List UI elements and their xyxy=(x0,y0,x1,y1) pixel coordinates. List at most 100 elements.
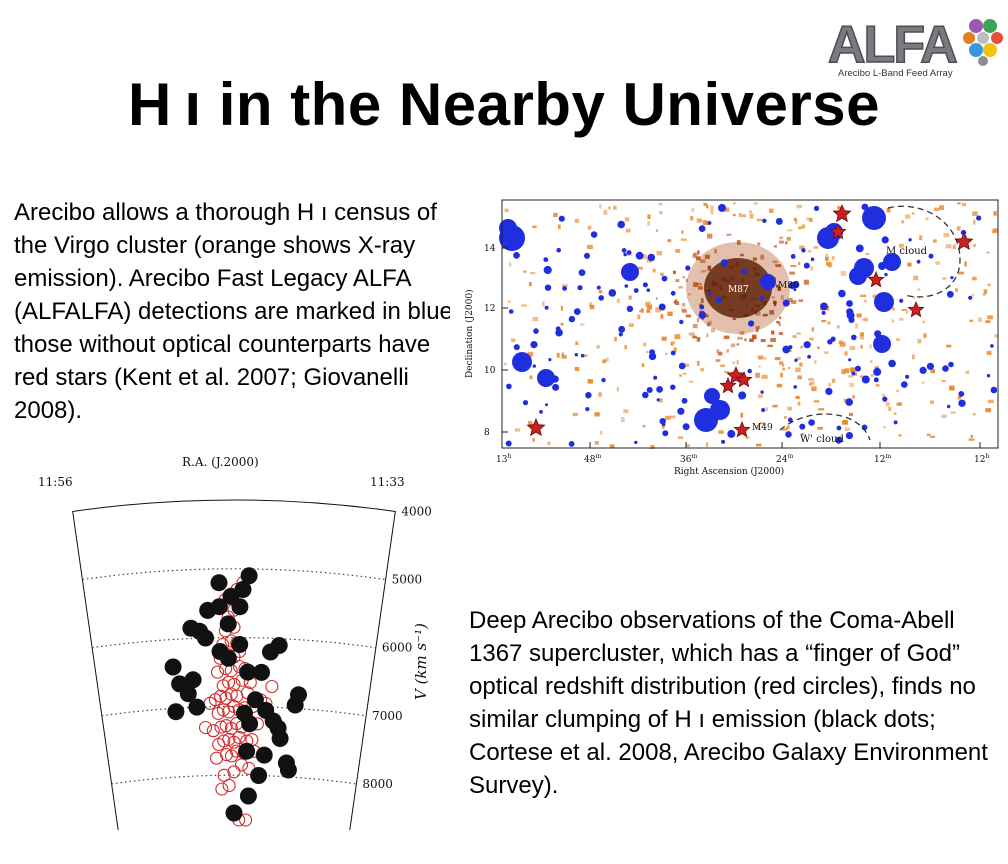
xray-speckle xyxy=(986,350,992,355)
xray-speckle xyxy=(811,327,815,332)
xray-speckle xyxy=(939,205,945,210)
xray-speckle xyxy=(767,344,773,348)
alfalfa-detection xyxy=(670,384,676,390)
xray-speckle xyxy=(911,212,915,215)
alfalfa-detection xyxy=(810,257,815,262)
alfalfa-detection xyxy=(882,396,888,402)
xray-speckle xyxy=(609,444,615,449)
x-tick-unit: m xyxy=(787,453,793,460)
xray-speckle xyxy=(692,335,697,339)
hi-detection-dot xyxy=(171,675,189,693)
xray-speckle xyxy=(968,438,975,441)
xray-speckle xyxy=(779,316,782,320)
xray-speckle xyxy=(779,236,784,240)
alfalfa-detection xyxy=(618,332,623,337)
alfalfa-detection xyxy=(653,375,658,380)
xray-speckle xyxy=(661,336,667,341)
xray-speckle xyxy=(691,207,695,212)
alfalfa-detection xyxy=(682,423,690,431)
alfalfa-detection xyxy=(512,352,532,372)
xray-speckle xyxy=(665,352,668,356)
xray-speckle xyxy=(594,441,599,445)
alfalfa-detection xyxy=(867,261,871,265)
alfalfa-detection xyxy=(884,272,888,277)
alfalfa-detection xyxy=(782,299,790,307)
alfalfa-detection xyxy=(598,295,604,301)
xray-speckle xyxy=(736,240,741,245)
xray-speckle xyxy=(711,328,715,333)
map-frame xyxy=(501,199,999,449)
xray-speckle xyxy=(652,268,656,273)
xray-speckle xyxy=(774,302,777,307)
logo-subtitle: Arecibo L-Band Feed Array xyxy=(838,68,953,79)
coma-description: Deep Arecibo observations of the Coma-Ab… xyxy=(469,607,988,799)
xray-speckle xyxy=(994,334,998,338)
xray-speckle xyxy=(697,250,700,255)
hi-detection-dot xyxy=(182,619,200,637)
xray-speckle xyxy=(528,420,533,425)
xray-speckle xyxy=(628,323,634,328)
alfalfa-detection xyxy=(698,225,706,232)
xray-speckle xyxy=(523,270,527,273)
xray-speckle xyxy=(504,208,509,213)
xray-speckle xyxy=(970,435,973,438)
xray-speckle xyxy=(586,244,593,250)
alfalfa-detection xyxy=(562,286,567,291)
xray-speckle xyxy=(800,345,804,349)
xray-speckle xyxy=(639,309,642,313)
xray-speckle xyxy=(919,235,923,241)
alfalfa-detection xyxy=(543,257,549,262)
alfalfa-detection xyxy=(782,345,791,354)
hi-detection-dot xyxy=(211,643,229,660)
alfalfa-detection xyxy=(813,205,820,211)
xray-speckle xyxy=(673,300,677,304)
dark-galaxy-star xyxy=(954,231,974,251)
alfalfa-detection xyxy=(721,439,726,444)
xray-speckle xyxy=(700,259,706,263)
xray-speckle xyxy=(532,316,539,322)
alfalfa-detection xyxy=(851,334,857,341)
xray-speckle xyxy=(700,270,707,273)
alfalfa-detection xyxy=(873,367,882,376)
xray-speckle xyxy=(608,206,611,210)
xray-speckle xyxy=(714,249,717,254)
xray-speckle xyxy=(724,207,730,212)
xray-speckle xyxy=(896,389,899,393)
alfalfa-detection xyxy=(990,386,998,394)
redshift-circle xyxy=(215,782,229,796)
redshift-circle xyxy=(227,765,241,779)
xray-speckle xyxy=(748,210,752,213)
xray-speckle xyxy=(985,320,991,324)
alfalfa-detection xyxy=(533,328,539,334)
xray-speckle xyxy=(625,228,631,233)
xray-speckle xyxy=(598,290,603,294)
xray-speckle xyxy=(831,378,836,383)
xray-speckle xyxy=(862,318,866,321)
velocity-tick-label: 6000 xyxy=(382,641,413,655)
xray-speckle xyxy=(574,367,580,371)
xray-speckle xyxy=(798,299,804,302)
xray-speckle xyxy=(760,422,765,425)
hi-detection-dot xyxy=(188,698,206,716)
redshift-circle xyxy=(224,721,238,735)
xray-speckle xyxy=(946,344,952,348)
alfalfa-detection xyxy=(707,221,712,225)
xray-speckle xyxy=(850,367,856,373)
alfalfa-detection xyxy=(801,248,806,253)
alfalfa-detection xyxy=(707,292,712,296)
xray-speckle xyxy=(739,331,745,335)
xray-speckle xyxy=(641,363,645,367)
xray-speckle xyxy=(859,375,864,378)
xray-speckle xyxy=(875,384,880,387)
alfalfa-detection xyxy=(618,325,626,333)
alfalfa-detection xyxy=(799,423,806,430)
alfalfa-detection xyxy=(838,289,846,298)
alfalfa-detection xyxy=(747,368,752,374)
logo-wordmark: ALFA xyxy=(828,16,957,74)
slide-title: H ı in the Nearby Universe xyxy=(128,71,880,138)
xray-speckle xyxy=(745,436,750,439)
xray-speckle xyxy=(693,282,698,288)
redshift-circle xyxy=(227,735,241,749)
alfalfa-detection xyxy=(919,366,927,374)
hi-detection-dot xyxy=(277,754,295,772)
